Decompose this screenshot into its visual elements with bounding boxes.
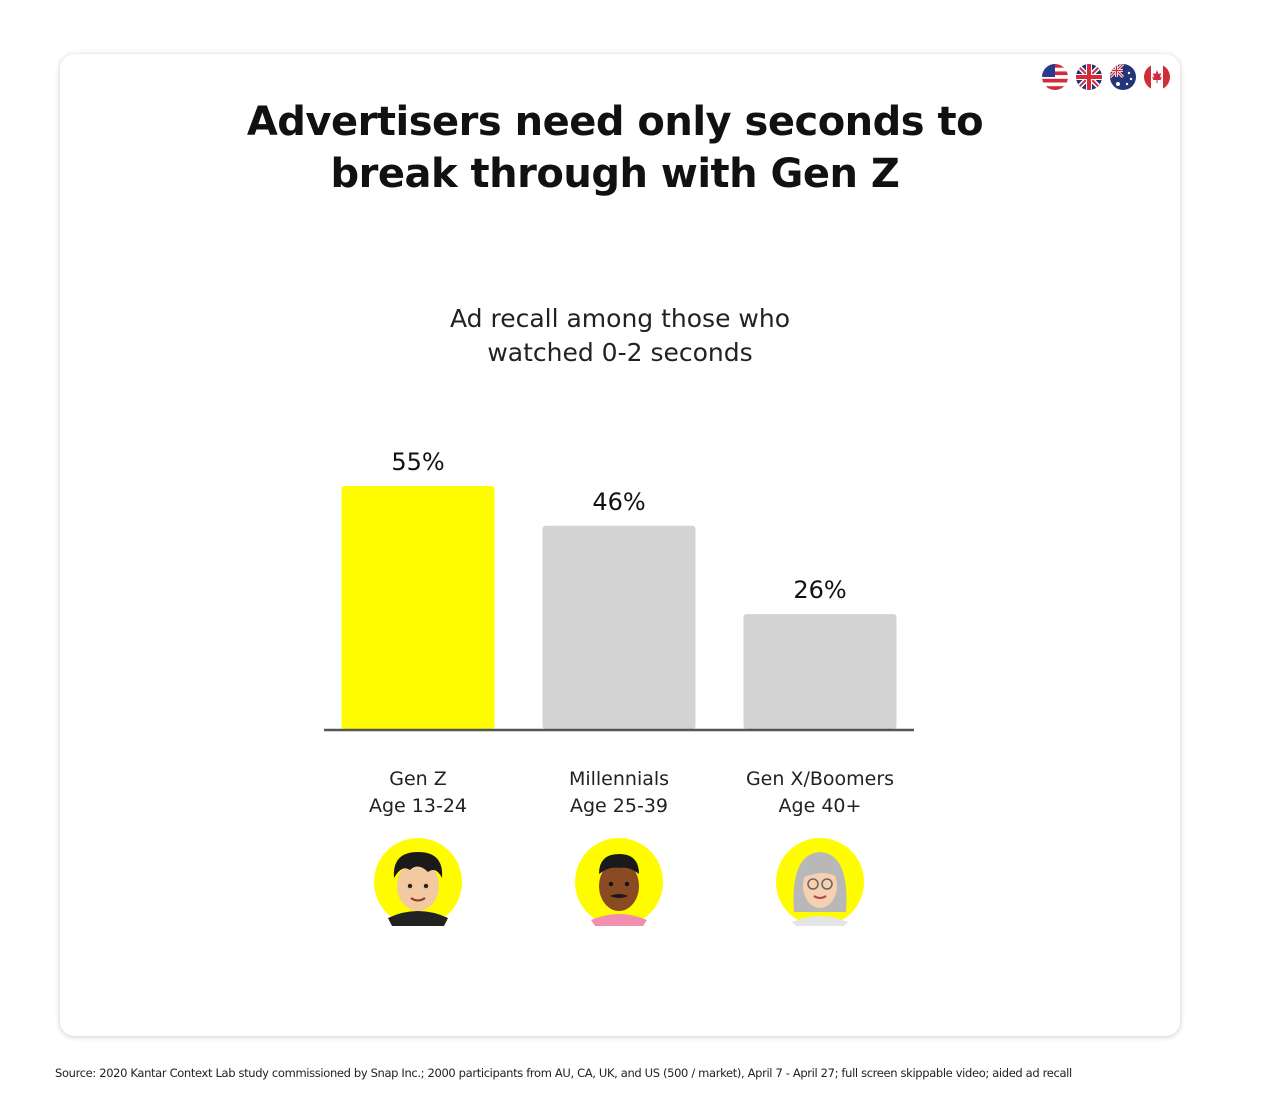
millennial-avatar-icon [575, 838, 663, 926]
source-note: Source: 2020 Kantar Context Lab study co… [55, 1066, 1072, 1080]
bar-2 [542, 525, 696, 729]
country-flags [1042, 64, 1170, 90]
chart-subtitle-line-1: Ad recall among those who [449, 304, 790, 333]
chart-title-line-1: Advertisers need only seconds to [246, 99, 984, 145]
boomer-avatar-icon [776, 838, 864, 926]
category-age-label-1: Age 13-24 [369, 795, 467, 817]
category-label-1: Gen Z [389, 768, 447, 790]
category-age-label-3: Age 40+ [779, 795, 862, 817]
chart-title: Advertisers need only seconds to break t… [60, 96, 1170, 200]
bar-value-label-1: 55% [391, 448, 444, 476]
category-label-2: Millennials [569, 768, 669, 790]
chart-title-line-2: break through with Gen Z [330, 151, 900, 197]
us-flag-icon [1042, 64, 1068, 90]
gen-z-avatar-icon [374, 838, 462, 926]
chart-subtitle: Ad recall among those who watched 0-2 se… [60, 302, 1180, 370]
category-age-label-2: Age 25-39 [570, 795, 668, 817]
category-label-3: Gen X/Boomers [746, 768, 894, 790]
australia-flag-icon [1110, 64, 1136, 90]
chart-subtitle-line-2: watched 0-2 seconds [487, 338, 753, 367]
bar-1 [341, 486, 495, 729]
canada-flag-icon [1144, 64, 1170, 90]
bar-value-label-2: 46% [592, 488, 645, 516]
bar-3 [743, 614, 897, 729]
bar-chart: 55% Gen Z Age 13-24 46% Millennials Age 25-39… [324, 448, 914, 926]
uk-flag-icon [1076, 64, 1102, 90]
chart-card: Advertisers need only seconds to break t… [60, 54, 1180, 1036]
bar-value-label-3: 26% [793, 576, 846, 604]
